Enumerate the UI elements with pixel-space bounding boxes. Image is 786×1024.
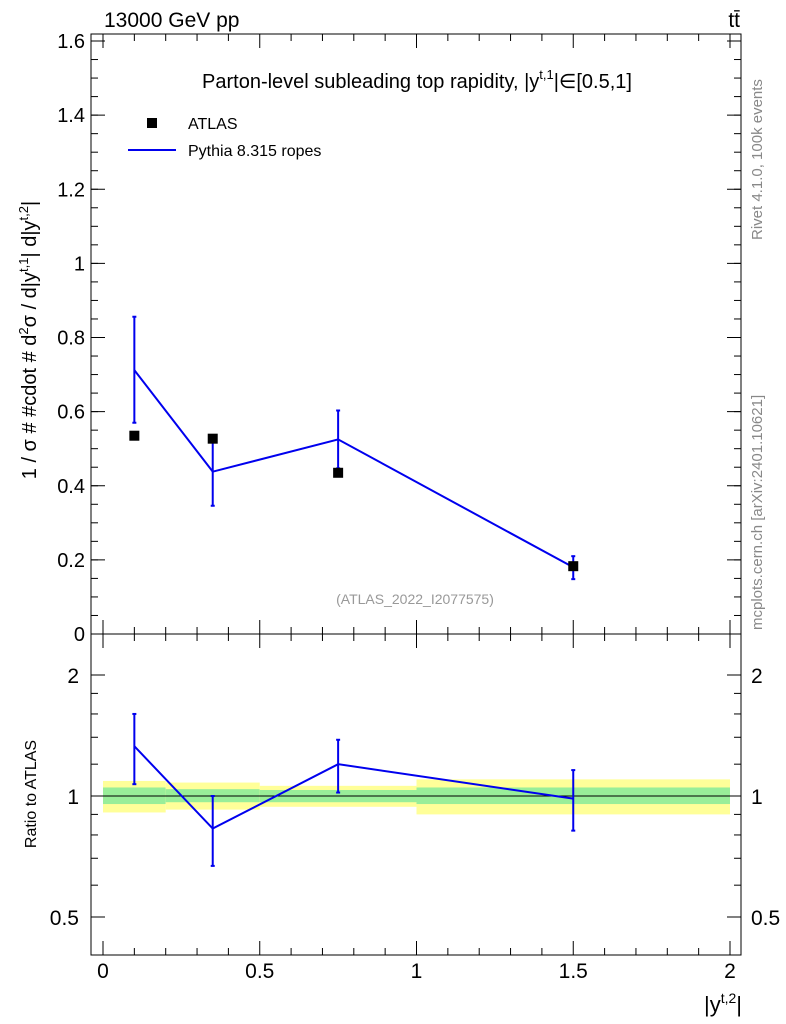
- ratio-y-tick-label-right: 1: [751, 786, 763, 809]
- figure: 13000 GeV pp tt̄ Rivet 4.1.0, 100k event…: [0, 0, 786, 1024]
- y-tick-label: 0.6: [57, 402, 85, 424]
- x-tick-label: 0.5: [245, 960, 274, 983]
- x-tick-label: 0: [97, 960, 109, 983]
- y-tick-label: 1: [74, 253, 85, 275]
- main-tick-labels: 0 0.2 0.4 0.6 0.8 1 1.2 1.4 1.6: [57, 31, 85, 646]
- legend-atlas-marker: [147, 118, 157, 128]
- y-tick-label: 0.8: [57, 328, 85, 350]
- rivet-label: Rivet 4.1.0, 100k events: [749, 79, 766, 240]
- ratio-y-tick-label-right: 0.5: [751, 907, 780, 930]
- x-tick-labels: 0 0.5 1 1.5 2: [97, 960, 736, 983]
- ratio-panel: 0.5 0.5 1 1 2 2 Ratio to ATLAS: [23, 634, 780, 955]
- pythia-line: [134, 370, 573, 567]
- main-series: [129, 317, 578, 579]
- chart-title: Parton-level subleading top rapidity, |y…: [202, 67, 632, 93]
- atlas-data-point: [129, 431, 139, 441]
- chart-title-main: Parton-level subleading top rapidity, |y: [202, 71, 539, 93]
- analysis-tag: (ATLAS_2022_I2077575): [336, 591, 494, 607]
- legend-atlas-label: ATLAS: [188, 116, 238, 133]
- y-tick-label: 0: [74, 624, 85, 646]
- ratio-uncertainty-bands: [103, 779, 730, 814]
- x-tick-label: 1.5: [559, 960, 588, 983]
- y-tick-label: 1.2: [57, 179, 85, 201]
- x-axis-label: |yt,2|: [704, 990, 742, 1017]
- y-tick-label: 0.4: [57, 476, 85, 498]
- y-tick-label: 1.6: [57, 31, 85, 53]
- mcplots-label: mcplots.cern.ch [arXiv:2401.10621]: [749, 395, 766, 630]
- energy-label: 13000 GeV pp: [104, 9, 239, 32]
- ratio-ylabel: Ratio to ATLAS: [23, 740, 40, 848]
- atlas-data-point: [333, 468, 343, 478]
- ratio-y-tick-label: 0.5: [50, 907, 79, 930]
- process-label: tt̄: [728, 9, 740, 32]
- ratio-y-tick-label: 2: [67, 665, 79, 688]
- atlas-data-point: [568, 561, 578, 571]
- ratio-y-tick-label-right: 2: [751, 665, 763, 688]
- main-panel: 0 0.2 0.4 0.6 0.8 1 1.2 1.4 1.6 Parton-level sub…: [16, 31, 741, 646]
- main-ylabel: 1 / σ # #cdot # d2σ / d|yt,1| d|yt,2|: [16, 201, 41, 479]
- x-tick-label: 1: [411, 960, 423, 983]
- y-tick-label: 0.2: [57, 550, 85, 572]
- chart-title-sup: t,1: [539, 67, 553, 82]
- x-tick-label: 2: [724, 960, 736, 983]
- legend-pythia-label: Pythia 8.315 ropes: [188, 143, 321, 160]
- y-tick-label: 1.4: [57, 105, 85, 127]
- chart-title-tail: |∈[0.5,1]: [554, 71, 632, 93]
- ratio-y-tick-label: 1: [67, 786, 79, 809]
- atlas-data-point: [208, 434, 218, 444]
